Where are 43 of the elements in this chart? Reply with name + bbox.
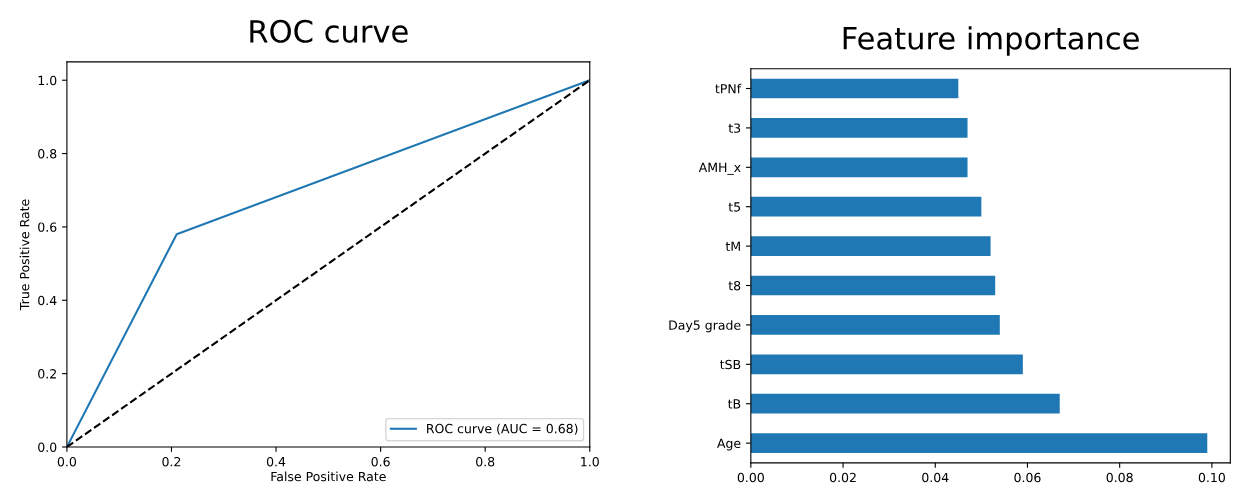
bar <box>750 354 1023 375</box>
y-tick-label: t5 <box>728 202 741 212</box>
y-tick-label: 0.8 <box>38 149 57 159</box>
x-tick-label: 0.6 <box>371 456 390 467</box>
x-tick-label: 0.0 <box>57 456 77 467</box>
y-tick-label: 0.2 <box>38 369 56 379</box>
x-tick-label: 0.4 <box>266 456 286 467</box>
y-tick-label: t3 <box>728 123 741 133</box>
y-tick-label: t8 <box>728 280 741 291</box>
bar <box>750 433 1208 453</box>
bar <box>750 157 968 178</box>
legend-label: ROC curve (AUC = 0.68) <box>427 423 578 435</box>
x-tick-label: 0.04 <box>922 472 949 483</box>
y-tick-label: 0.4 <box>38 295 57 306</box>
y-tick-label: Day5 grade <box>669 320 741 333</box>
y-tick-label: Age <box>717 438 741 451</box>
x-tick-label: 0.00 <box>737 472 764 483</box>
chart-title: Feature importance <box>843 26 1139 56</box>
x-tick-label: 0.08 <box>1106 472 1133 483</box>
bar <box>750 78 959 99</box>
bar <box>750 275 996 296</box>
y-tick-label: 0.0 <box>38 442 57 452</box>
bar <box>750 315 1000 335</box>
y-tick-label: tM <box>725 241 740 251</box>
y-tick-label: 0.6 <box>38 222 57 232</box>
x-tick-label: 0.06 <box>1014 472 1041 483</box>
x-tick-label: 1.0 <box>581 456 599 467</box>
y-tick-label: AMH_x <box>698 162 741 175</box>
bar <box>750 236 991 256</box>
bar <box>750 118 968 138</box>
y-tick-label: tPNf <box>715 83 742 94</box>
x-tick-label: 0.02 <box>829 472 856 483</box>
x-tick-label: 0.2 <box>162 456 181 467</box>
y-tick-label: tB <box>727 399 741 409</box>
x-axis-title: False Positive Rate <box>271 471 386 482</box>
x-tick-label: 0.10 <box>1198 472 1225 483</box>
x-tick-label: 0.8 <box>476 456 495 467</box>
y-axis-title: True Positive Rate <box>19 199 30 311</box>
bar <box>750 196 982 217</box>
bar <box>750 393 1060 414</box>
y-tick-label: 1.0 <box>38 75 57 86</box>
chart-title: ROC curve <box>250 19 408 43</box>
y-tick-label: tSB <box>720 359 741 370</box>
